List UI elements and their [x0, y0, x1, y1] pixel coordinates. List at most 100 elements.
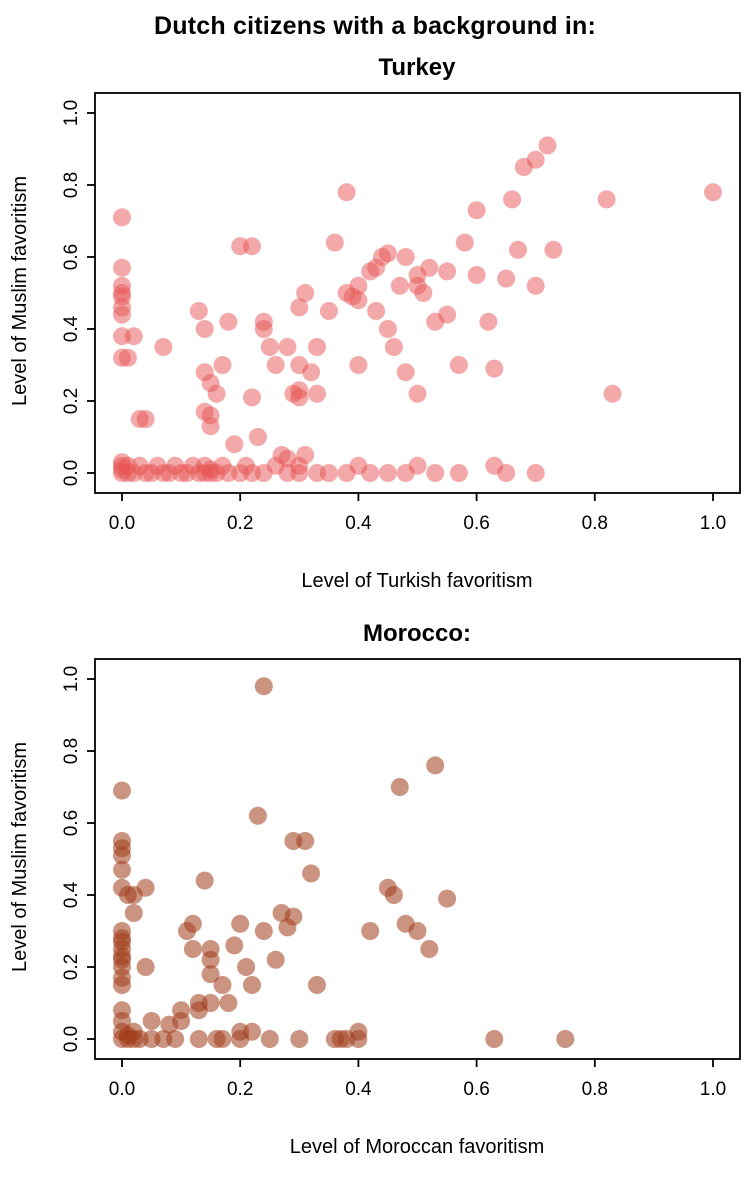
data-point	[349, 291, 368, 310]
data-point	[526, 276, 545, 295]
data-point	[319, 302, 338, 320]
morocco-x-axis-label: Level of Moroccan favoritism	[290, 1136, 545, 1158]
data-point	[597, 190, 616, 209]
morocco-plot-area: 0.0 0.2 0.4 0.6 0.8 1.0 0.0 0.2 0.4 0.6 0.8 1.0	[61, 658, 741, 1100]
data-point	[113, 860, 131, 879]
data-point	[254, 320, 273, 338]
data-point	[296, 446, 315, 464]
data-point	[118, 348, 137, 367]
data-point	[361, 922, 380, 940]
data-point	[213, 976, 232, 994]
x-tick-label: 0.8	[582, 513, 608, 534]
data-point	[384, 338, 403, 356]
x-tick-label: 0.8	[582, 1079, 608, 1100]
data-point	[378, 464, 397, 482]
data-point	[124, 327, 143, 346]
data-point	[260, 338, 279, 356]
data-point	[113, 781, 131, 800]
data-point	[201, 994, 220, 1012]
turkey-y-axis-label: Level of Muslim favoritism	[9, 176, 31, 406]
data-point	[319, 464, 338, 482]
x-tick-label: 1.0	[700, 1079, 726, 1100]
x-tick-label: 1.0	[700, 513, 726, 534]
x-tick-label: 0.0	[109, 1079, 135, 1100]
data-point	[467, 266, 486, 284]
data-point	[485, 1030, 504, 1048]
data-point	[290, 388, 309, 407]
y-tick-label: 0.4	[61, 881, 82, 908]
data-point	[189, 1030, 208, 1048]
data-point	[183, 914, 202, 933]
data-point	[225, 435, 244, 454]
data-point	[290, 464, 309, 482]
data-point	[538, 136, 557, 155]
data-point	[166, 1030, 185, 1048]
x-tick-label: 0.2	[227, 513, 253, 534]
data-point	[219, 994, 238, 1012]
data-point	[420, 940, 439, 958]
x-tick-label: 0.6	[463, 1079, 489, 1100]
x-tick-label: 0.6	[463, 513, 489, 534]
data-point	[296, 284, 315, 302]
data-point	[113, 846, 131, 865]
data-point	[248, 806, 267, 825]
data-point	[154, 338, 173, 356]
data-point	[201, 417, 220, 436]
data-point	[449, 464, 468, 482]
data-point	[113, 305, 131, 324]
data-point	[603, 384, 622, 403]
data-point	[414, 284, 433, 302]
data-point	[183, 940, 202, 958]
data-point	[254, 677, 273, 696]
data-point	[438, 305, 457, 324]
data-point	[367, 302, 386, 320]
data-point	[349, 1022, 368, 1041]
data-point	[278, 338, 297, 356]
data-point	[408, 922, 427, 940]
data-point	[349, 276, 368, 295]
data-point	[503, 190, 522, 209]
data-point	[544, 240, 563, 259]
data-point	[308, 338, 326, 356]
data-point	[302, 864, 321, 883]
data-point	[266, 356, 285, 374]
data-point	[195, 320, 214, 338]
data-point	[237, 958, 256, 976]
data-point	[225, 936, 244, 955]
data-point	[266, 950, 285, 969]
data-point	[497, 269, 516, 288]
y-tick-label: 0.8	[61, 172, 82, 198]
data-point	[337, 183, 356, 202]
data-point	[189, 302, 208, 320]
data-point	[195, 871, 214, 890]
data-point	[136, 410, 155, 428]
y-tick-label: 0.2	[61, 388, 82, 414]
data-point	[136, 958, 155, 976]
data-point	[408, 384, 427, 403]
data-point	[243, 976, 261, 994]
x-tick-label: 0.4	[345, 1079, 372, 1100]
data-point	[207, 384, 226, 403]
y-tick-label: 1.0	[61, 666, 82, 692]
data-point	[260, 1030, 279, 1048]
data-point	[420, 258, 439, 277]
data-point	[213, 1030, 232, 1048]
y-tick-label: 0.0	[61, 460, 82, 486]
y-tick-label: 0.0	[61, 1026, 82, 1052]
data-point	[302, 363, 321, 382]
morocco-scatter-plot: Morocco: 0.0 0.2 0.4 0.6 0.8 1.00.00.20.40.60…	[9, 620, 741, 1158]
data-point	[556, 1030, 575, 1048]
data-point	[124, 904, 143, 922]
data-point	[290, 298, 309, 317]
data-point	[467, 201, 486, 220]
turkey-plot-area: 0.0 0.2 0.4 0.6 0.8 1.0 0.0 0.2 0.4 0.6 0.8 1.0	[61, 92, 741, 534]
data-point	[308, 384, 326, 403]
morocco-y-axis-label: Level of Muslim favoritism	[9, 742, 31, 972]
plot-title-turkey: Turkey	[379, 54, 457, 81]
data-point	[390, 778, 409, 796]
data-point	[390, 276, 409, 295]
data-point	[455, 233, 474, 252]
y-tick-label: 1.0	[61, 100, 82, 126]
data-point	[408, 456, 427, 475]
x-tick-label: 0.0	[109, 513, 135, 534]
